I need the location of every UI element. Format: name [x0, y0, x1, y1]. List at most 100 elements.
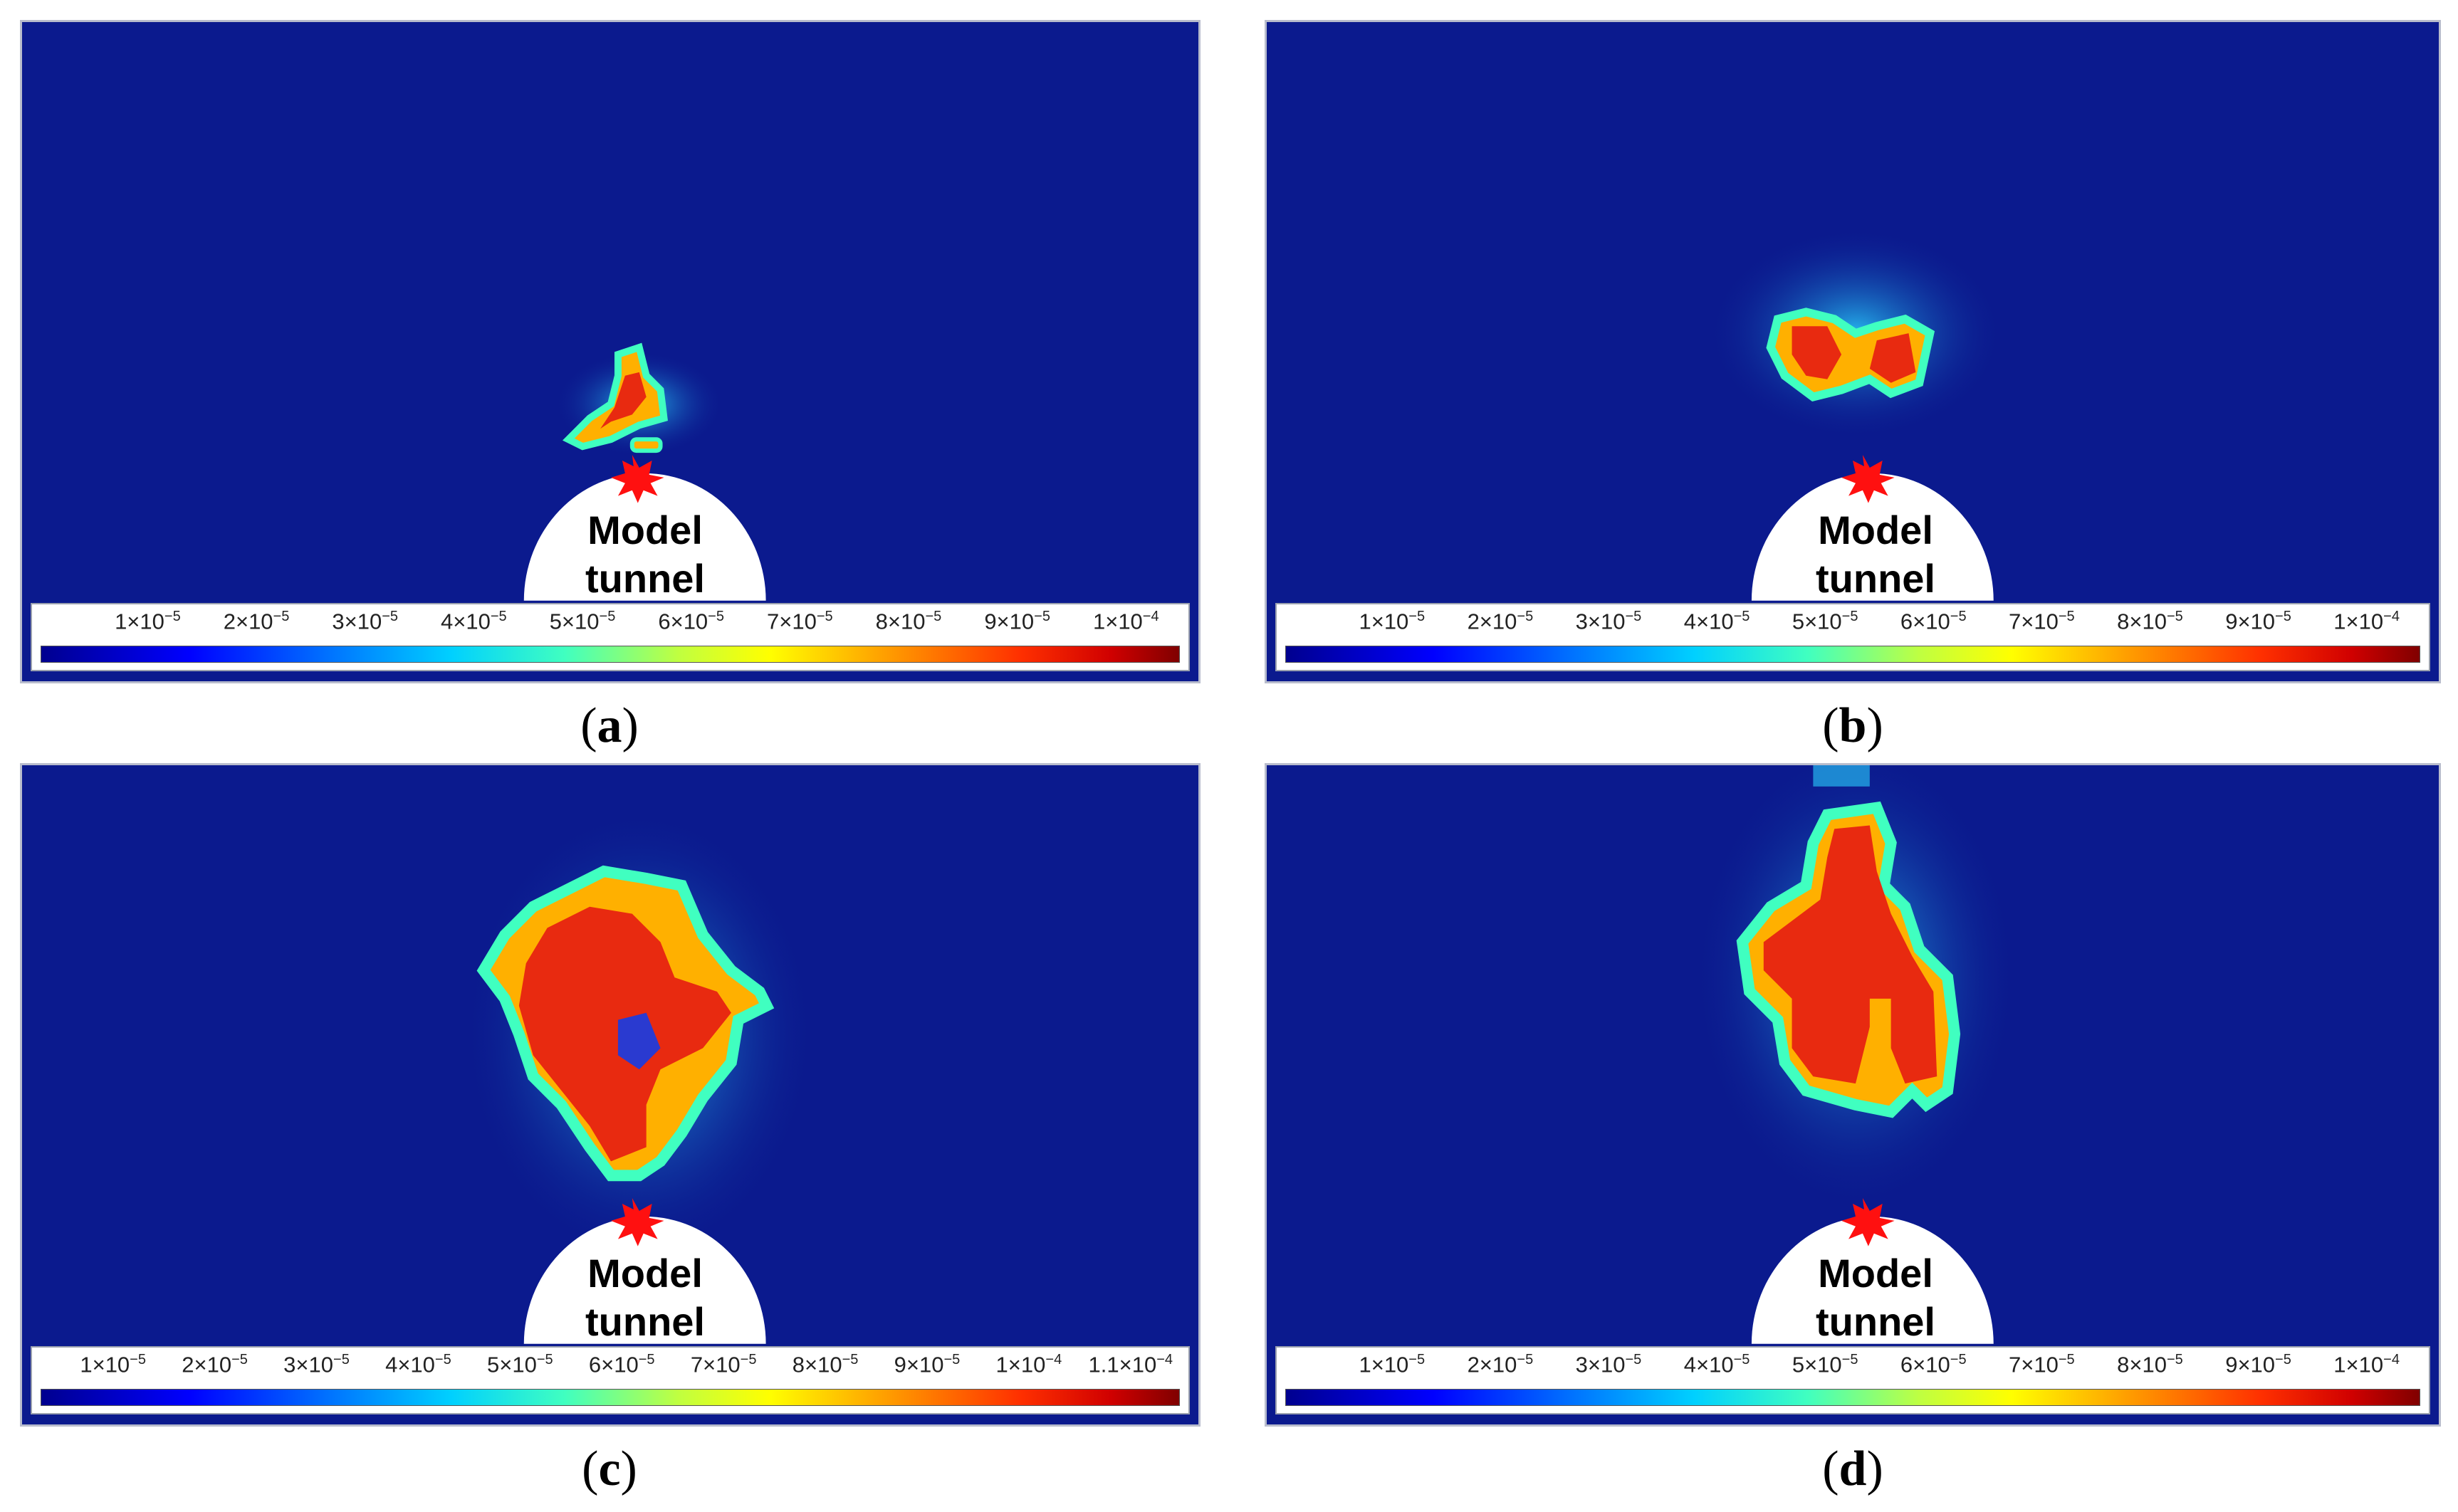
colorbar-tick-label: 5×10−5: [1792, 1352, 1858, 1377]
colorbar-tick-label: 6×10−5: [1900, 609, 1967, 634]
tick-base: 8×10: [875, 609, 926, 634]
colorbar-tick-label: 3×10−5: [283, 1352, 350, 1377]
tunnel-label-line2: tunnel: [585, 1299, 705, 1344]
tunnel-label-line2: tunnel: [1816, 556, 1935, 601]
colorbar-tick-label: 1×10−5: [1359, 609, 1425, 634]
colorbar-tick-label: 7×10−5: [767, 609, 833, 634]
colorbar-tick-label: 6×10−5: [589, 1352, 655, 1377]
tick-exponent: −4: [1142, 609, 1159, 624]
tick-base: 7×10: [2009, 1352, 2059, 1377]
colorbar-tick-label: 7×10−5: [2009, 1352, 2075, 1377]
model-tunnel-shape: [523, 473, 766, 601]
tick-exponent: −5: [164, 609, 181, 624]
model-tunnel-shape: [523, 1216, 766, 1344]
tick-base: 5×10: [1792, 609, 1842, 634]
colorbar-tick-label: 8×10−5: [876, 609, 942, 634]
tick-exponent: −5: [1517, 1352, 1534, 1367]
strain-ring: [1869, 998, 1891, 1049]
model-tunnel: Model tunnel: [521, 1218, 770, 1360]
caption-letter: a: [597, 698, 622, 753]
tick-exponent: −5: [2166, 609, 2183, 624]
tick-exponent: −5: [925, 609, 942, 624]
tick-exponent: −4: [1156, 1352, 1173, 1367]
tick-exponent: −5: [1733, 609, 1750, 624]
colorbar-tick-label: 2×10−5: [1468, 1352, 1534, 1377]
tunnel-label: Model tunnel: [521, 1249, 770, 1346]
colorbar-tick-label: 1×10−4: [1093, 609, 1159, 634]
tick-exponent: −5: [1517, 609, 1534, 624]
tick-base: 8×10: [2117, 1352, 2167, 1377]
colorbar-tick-label: 5×10−5: [487, 1352, 553, 1377]
tick-base: 7×10: [767, 609, 817, 634]
tick-base: 8×10: [2117, 609, 2167, 634]
tick-exponent: −5: [490, 609, 507, 624]
tick-base: 6×10: [1900, 609, 1950, 634]
tick-exponent: −5: [333, 1352, 350, 1367]
strain-field-b: [1707, 227, 2004, 601]
model-tunnel-shape: [1751, 473, 1994, 601]
tick-base: 9×10: [2225, 1352, 2276, 1377]
tunnel-label: Model tunnel: [1751, 506, 2000, 603]
tunnel-label-line1: Model: [1818, 508, 1933, 552]
caption-letter: d: [1839, 1442, 1867, 1496]
colorbar-tick-label: 1×10−5: [80, 1352, 146, 1377]
colorbar-tick-label: 6×10−5: [1900, 1352, 1967, 1377]
caption-b: (b): [1822, 698, 1883, 753]
tunnel-label: Model tunnel: [1751, 1249, 2000, 1346]
strain-gap: [617, 1012, 661, 1070]
colorbar-tick-label: 9×10−5: [894, 1352, 961, 1377]
tick-exponent: −5: [2058, 609, 2075, 624]
strain-core: [1763, 825, 1937, 1084]
blast-star-icon: [610, 1198, 664, 1246]
tunnel-label: Model tunnel: [521, 506, 770, 603]
tick-base: 3×10: [1575, 609, 1626, 634]
colorbar-tick-label: 7×10−5: [2009, 609, 2075, 634]
colorbar-tick-label: 6×10−5: [658, 609, 724, 634]
colorbar-ticks: 1×10−5 2×10−5 3×10−5 4×10−5 5×10−5 6×10−5 7×10…: [1277, 1352, 2429, 1385]
caption-letter: c: [598, 1442, 621, 1496]
model-tunnel: Model tunnel: [521, 475, 770, 617]
colorbar-tick-label: 3×10−5: [1576, 1352, 1642, 1377]
colorbar-tick-label: 9×10−5: [2225, 609, 2291, 634]
tick-exponent: −5: [1408, 609, 1426, 624]
colorbar-tick-label: 7×10−5: [691, 1352, 757, 1377]
tick-exponent: −4: [1045, 1352, 1062, 1367]
colorbar-tick-label: 5×10−5: [1792, 609, 1858, 634]
panel-b: Model tunnel 1×10−5 2×10−5 3×10−5 4×10−5 5×1…: [1265, 20, 2441, 683]
strain-fragment: [629, 437, 663, 453]
tick-base: 4×10: [441, 609, 491, 634]
top-halo: [1813, 765, 1870, 787]
tick-base: 1×10: [115, 609, 164, 634]
tick-base: 7×10: [690, 1352, 741, 1377]
colorbar-tick-label: 2×10−5: [1468, 609, 1534, 634]
tick-base: 6×10: [1900, 1352, 1950, 1377]
model-tunnel: Model tunnel: [1751, 475, 2000, 617]
tick-base: 3×10: [283, 1352, 334, 1377]
model-tunnel: Model tunnel: [1751, 1218, 2000, 1360]
colorbar-gradient: [1285, 646, 2420, 663]
tick-base: 6×10: [588, 1352, 639, 1377]
tick-base: 1×10: [995, 1352, 1046, 1377]
colorbar-tick-label: 1×10−5: [1359, 1352, 1425, 1377]
tick-base: 1.1×10: [1088, 1352, 1157, 1377]
tick-exponent: −5: [2275, 609, 2291, 624]
tick-base: 5×10: [1792, 1352, 1842, 1377]
tick-exponent: −5: [1625, 1352, 1642, 1367]
colorbar-tick-label: 4×10−5: [1684, 609, 1750, 634]
colorbar-tick-label: 1×10−4: [996, 1352, 1062, 1377]
panel-d: Model tunnel 1×10−5 2×10−5 3×10−5 4×10−5 5×1…: [1265, 763, 2441, 1427]
tick-base: 2×10: [1467, 609, 1517, 634]
colorbar-gradient: [1285, 1389, 2420, 1406]
tick-exponent: −5: [1625, 609, 1642, 624]
tick-base: 1×10: [80, 1352, 130, 1377]
tick-exponent: −5: [2275, 1352, 2291, 1367]
colorbar-gradient: [41, 1389, 1180, 1406]
tick-exponent: −5: [708, 609, 724, 624]
tick-base: 2×10: [223, 609, 273, 634]
strain-field-a: [523, 342, 766, 601]
tick-exponent: −5: [130, 1352, 146, 1367]
tick-exponent: −5: [434, 1352, 451, 1367]
colorbar-legend: 1×10−5 2×10−5 3×10−5 4×10−5 5×10−5 6×10−5 7×10…: [1275, 1346, 2430, 1414]
tick-base: 4×10: [385, 1352, 435, 1377]
tick-exponent: −4: [2383, 609, 2400, 624]
